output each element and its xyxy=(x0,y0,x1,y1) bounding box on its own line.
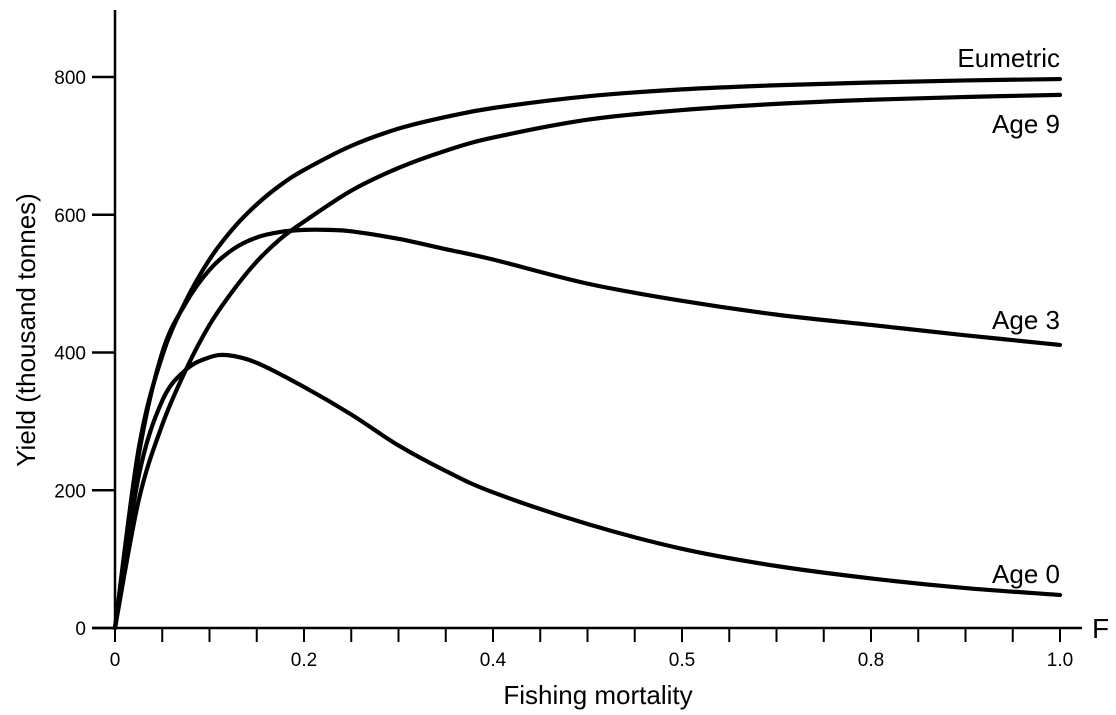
axes: 0 200 400 600 800 0 0.2 0.4 0.5 0.8 1.0 xyxy=(54,10,1082,671)
series-labels: Eumetric Age 9 Age 3 Age 0 xyxy=(957,43,1060,589)
y-tick-label: 400 xyxy=(54,344,86,365)
series-line-age-0 xyxy=(112,352,1063,631)
y-axis-title: Yield (thousand tonnes) xyxy=(11,193,41,467)
series-line-age-9 xyxy=(112,92,1063,631)
series-line-eumetric xyxy=(112,76,1063,631)
x-tick-label: 0.5 xyxy=(669,650,695,671)
y-ticks: 0 200 400 600 800 xyxy=(54,68,115,640)
x-tick-label: 0.2 xyxy=(291,650,317,671)
x-tick-label: 0.8 xyxy=(858,650,884,671)
series-label-age-9: Age 9 xyxy=(992,109,1060,139)
x-axis-title: Fishing mortality xyxy=(503,680,692,710)
x-ticks: 0 0.2 0.4 0.5 0.8 1.0 xyxy=(110,628,1073,671)
y-tick-label: 200 xyxy=(54,481,86,502)
x-tick-label: 1.0 xyxy=(1047,650,1073,671)
series-label-age-0: Age 0 xyxy=(992,559,1060,589)
series-label-age-3: Age 3 xyxy=(992,305,1060,335)
x-axis-end-label: F xyxy=(1092,613,1109,644)
y-tick-label: 600 xyxy=(54,206,86,227)
y-tick-label: 800 xyxy=(54,68,86,89)
series-label-eumetric: Eumetric xyxy=(957,43,1060,73)
series-lines xyxy=(112,76,1063,631)
x-tick-label: 0 xyxy=(110,650,121,671)
series-line-age-3 xyxy=(112,227,1063,631)
x-tick-label: 0.4 xyxy=(480,650,507,671)
y-tick-label: 0 xyxy=(75,619,86,640)
